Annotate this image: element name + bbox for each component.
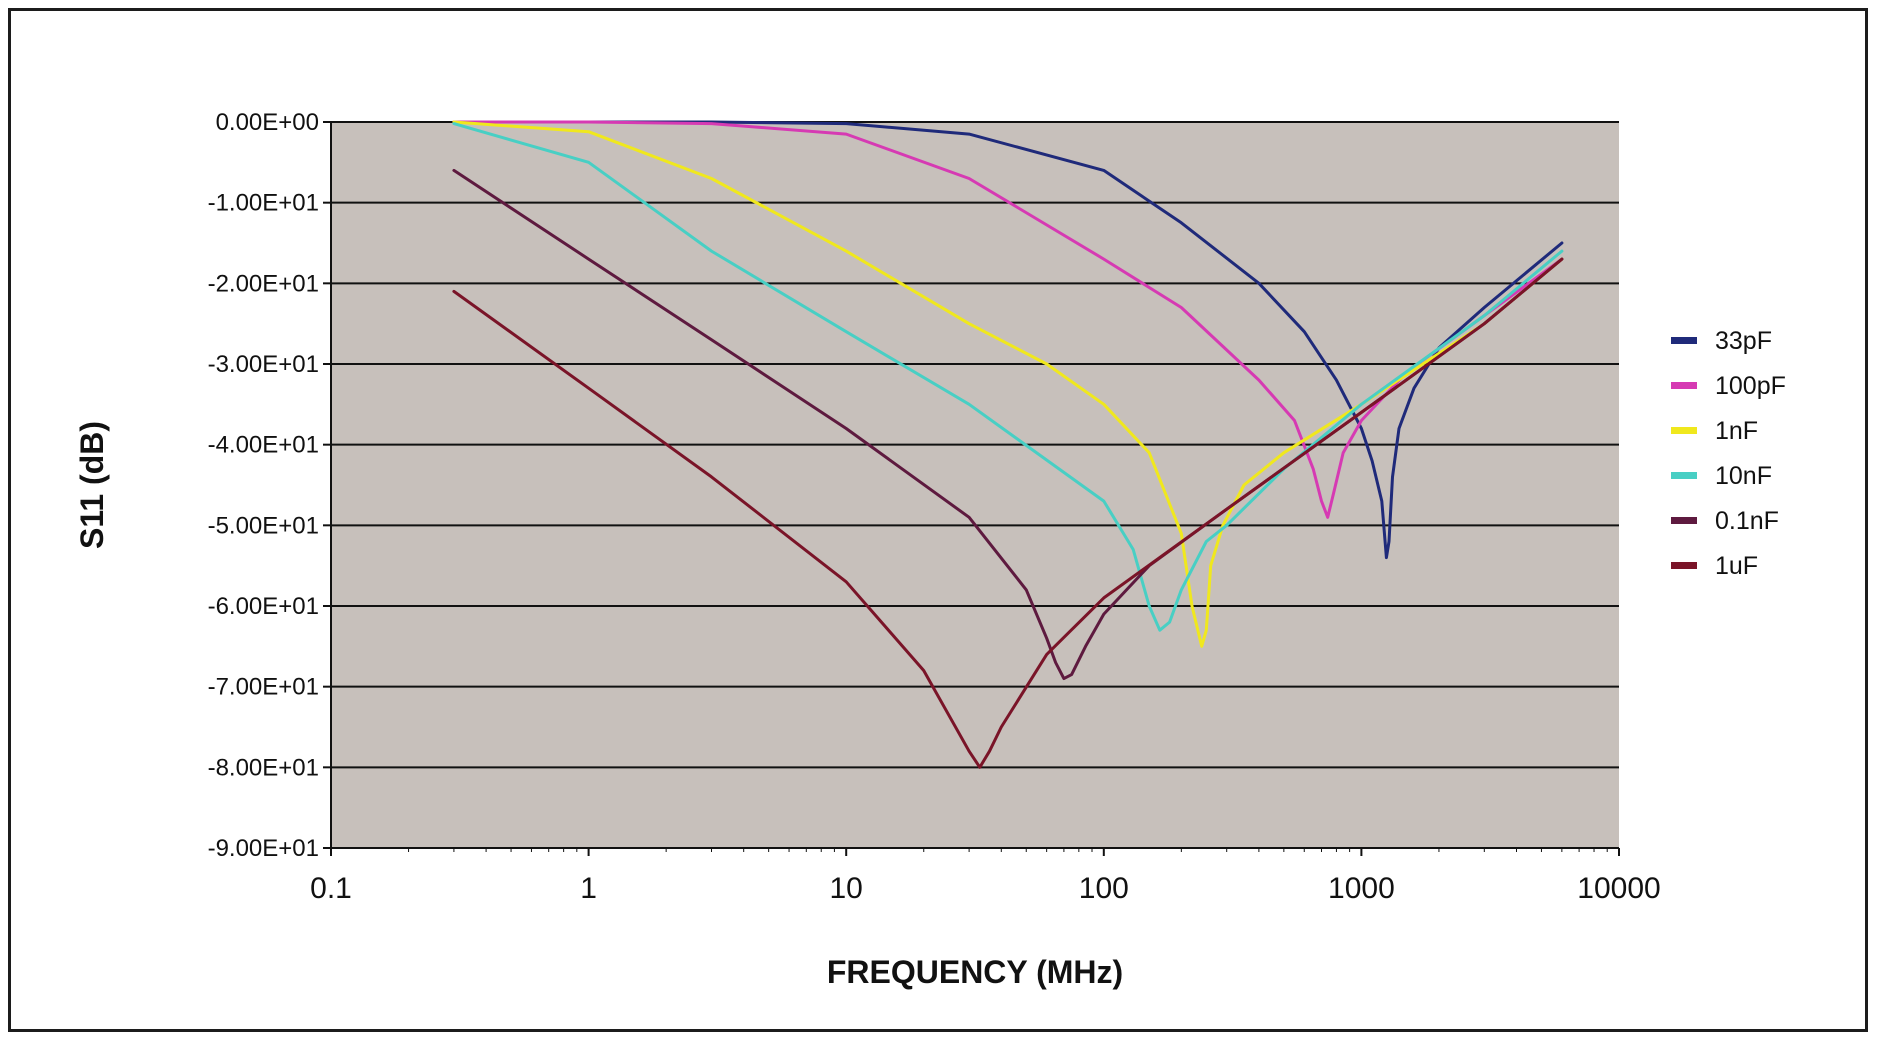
y-tick-label: -8.00E+01 bbox=[208, 754, 319, 781]
series-line-100pF bbox=[452, 120, 1564, 519]
axes bbox=[323, 121, 1620, 856]
legend-label: 10nF bbox=[1715, 462, 1772, 490]
y-tick-label: -6.00E+01 bbox=[208, 593, 319, 620]
legend-swatch bbox=[1671, 517, 1697, 524]
legend-swatch bbox=[1671, 337, 1697, 344]
series-line-1nF bbox=[452, 120, 1564, 648]
plot-area bbox=[331, 122, 1619, 848]
legend-swatch bbox=[1671, 427, 1697, 434]
legend-label: 100pF bbox=[1715, 372, 1786, 400]
legend: 33pF 100pF 1nF 10nF 0.1nF 1uF bbox=[1671, 327, 1786, 580]
y-axis-title: S11 (dB) bbox=[74, 421, 110, 549]
y-tick-labels: 0.00E+00 -1.00E+01 -2.00E+01 -3.00E+01 -4.00… bbox=[208, 109, 319, 862]
legend-swatch bbox=[1671, 382, 1697, 389]
x-tick-label: 1 bbox=[580, 872, 597, 905]
legend-label: 1nF bbox=[1715, 417, 1758, 445]
y-tick-label: -5.00E+01 bbox=[208, 512, 319, 539]
s11-frequency-chart: 0.00E+00 -1.00E+01 -2.00E+01 -3.00E+01 -4.00… bbox=[74, 109, 1786, 990]
x-tick-labels: 0.1 1 10 100 1000 10000 bbox=[310, 872, 1661, 905]
legend-label: 0.1nF bbox=[1715, 507, 1779, 535]
series-line-10nF bbox=[452, 122, 1564, 632]
series-line-1uF bbox=[452, 257, 1564, 769]
y-tick-label: -2.00E+01 bbox=[208, 270, 319, 297]
legend-label: 33pF bbox=[1715, 327, 1772, 355]
y-tick-label: 0.00E+00 bbox=[216, 109, 319, 136]
legend-swatch bbox=[1671, 472, 1697, 479]
legend-swatch bbox=[1671, 562, 1697, 569]
y-tick-label: -1.00E+01 bbox=[208, 190, 319, 217]
y-tick-label: -4.00E+01 bbox=[208, 432, 319, 459]
y-tick-label: -7.00E+01 bbox=[208, 674, 319, 701]
x-tick-label: 1000 bbox=[1328, 872, 1395, 905]
legend-label: 1uF bbox=[1715, 552, 1758, 580]
series-line-33pF bbox=[452, 120, 1564, 560]
x-tick-label: 10000 bbox=[1577, 872, 1660, 905]
series-lines bbox=[452, 120, 1564, 769]
y-tick-label: -9.00E+01 bbox=[208, 835, 319, 862]
chart-frame: 0.00E+00 -1.00E+01 -2.00E+01 -3.00E+01 -4.00… bbox=[8, 8, 1868, 1032]
x-tick-label: 100 bbox=[1079, 872, 1129, 905]
x-tick-label: 0.1 bbox=[310, 872, 352, 905]
x-tick-label: 10 bbox=[830, 872, 863, 905]
x-axis-title: FREQUENCY (MHz) bbox=[827, 954, 1123, 990]
y-tick-label: -3.00E+01 bbox=[208, 351, 319, 378]
